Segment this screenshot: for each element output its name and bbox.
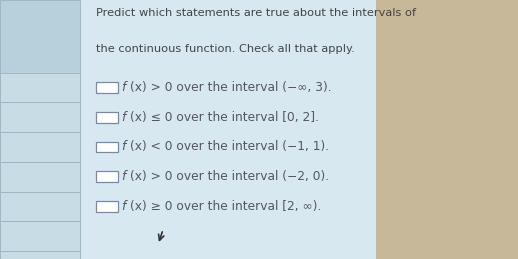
Text: (x) < 0 over the interval (−1, 1).: (x) < 0 over the interval (−1, 1). <box>130 140 329 154</box>
Text: f: f <box>121 170 125 183</box>
Text: (x) > 0 over the interval (−∞, 3).: (x) > 0 over the interval (−∞, 3). <box>130 81 332 94</box>
Bar <box>0 73 80 102</box>
Bar <box>0 0 80 73</box>
Bar <box>0 0 376 259</box>
Text: the continuous function. Check all that apply.: the continuous function. Check all that … <box>96 44 355 54</box>
Text: f: f <box>121 81 125 94</box>
Bar <box>96 201 118 212</box>
Bar <box>96 142 118 152</box>
Text: Predict which statements are true about the intervals of: Predict which statements are true about … <box>96 8 416 18</box>
Bar <box>0 251 80 259</box>
Bar <box>0 132 80 162</box>
Bar <box>96 82 118 93</box>
Bar <box>0 162 80 192</box>
Bar <box>96 112 118 123</box>
Text: f: f <box>121 140 125 154</box>
Text: f: f <box>121 111 125 124</box>
Bar <box>96 171 118 182</box>
Bar <box>0 221 80 251</box>
Bar <box>0 102 80 132</box>
Text: f: f <box>121 200 125 213</box>
Bar <box>0 192 80 221</box>
Text: (x) ≥ 0 over the interval [2, ∞).: (x) ≥ 0 over the interval [2, ∞). <box>130 200 321 213</box>
Text: (x) > 0 over the interval (−2, 0).: (x) > 0 over the interval (−2, 0). <box>130 170 329 183</box>
Text: (x) ≤ 0 over the interval [0, 2].: (x) ≤ 0 over the interval [0, 2]. <box>130 111 319 124</box>
